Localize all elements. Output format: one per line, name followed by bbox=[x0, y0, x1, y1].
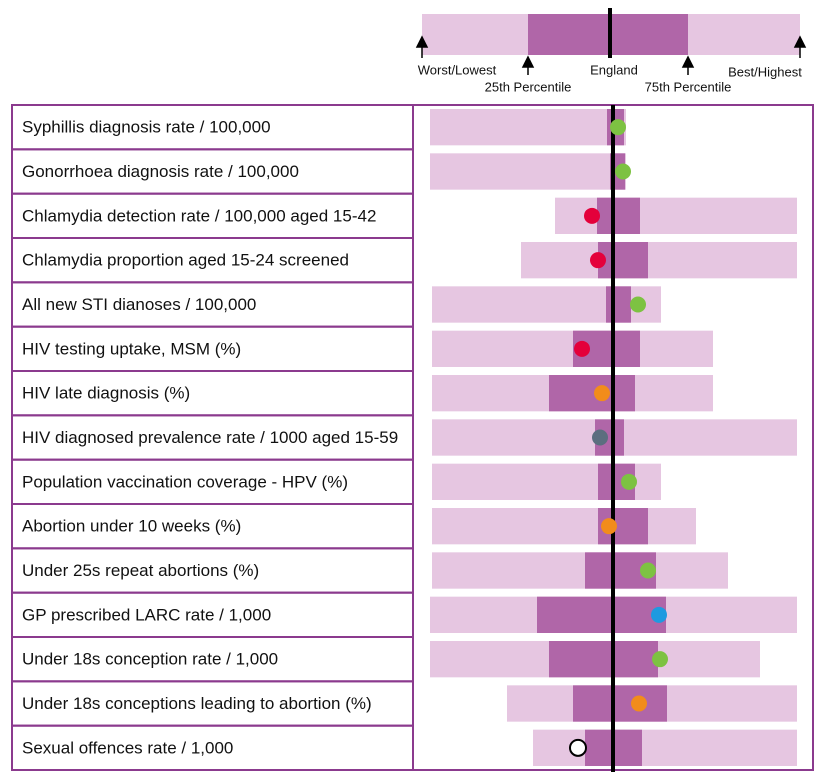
range-bar bbox=[521, 242, 797, 279]
local-value bbox=[610, 119, 626, 136]
local-value bbox=[630, 296, 646, 313]
legend-england-line bbox=[608, 8, 612, 58]
england-line bbox=[611, 105, 615, 772]
local-value bbox=[601, 518, 617, 535]
range-bar bbox=[432, 508, 696, 545]
legend-q75: 75th Percentile bbox=[645, 79, 732, 94]
bars bbox=[430, 109, 797, 766]
row-label: Chlamydia proportion aged 15-24 screened bbox=[22, 251, 349, 270]
row-label: Under 25s repeat abortions (%) bbox=[22, 561, 259, 580]
row-label: HIV testing uptake, MSM (%) bbox=[22, 339, 241, 358]
iqr-bar bbox=[573, 685, 667, 722]
iqr-bar bbox=[537, 596, 666, 633]
local-value bbox=[592, 429, 608, 446]
local-value bbox=[621, 473, 637, 490]
row-label: Under 18s conceptions leading to abortio… bbox=[22, 694, 372, 713]
row-label: HIV diagnosed prevalence rate / 1000 age… bbox=[22, 428, 398, 447]
range-bar bbox=[430, 153, 626, 190]
legend-q25: 25th Percentile bbox=[485, 79, 572, 94]
iqr-bar bbox=[597, 197, 640, 234]
legend-arrows bbox=[415, 35, 807, 75]
legend: Worst/Lowest 25th Percentile England 75t… bbox=[415, 8, 807, 94]
local-value bbox=[640, 562, 656, 579]
local-value bbox=[651, 606, 667, 623]
row-label: Population vaccination coverage - HPV (%… bbox=[22, 472, 348, 491]
row-label: All new STI dianoses / 100,000 bbox=[22, 295, 256, 314]
row-label: Syphillis diagnosis rate / 100,000 bbox=[22, 118, 271, 137]
legend-best: Best/Highest bbox=[728, 64, 802, 79]
iqr-bar bbox=[606, 286, 631, 323]
row-label: Under 18s conception rate / 1,000 bbox=[22, 650, 278, 669]
row-label: Abortion under 10 weeks (%) bbox=[22, 517, 241, 536]
iqr-bar bbox=[598, 242, 648, 279]
range-bar bbox=[432, 330, 713, 367]
row-label: Sexual offences rate / 1,000 bbox=[22, 738, 233, 757]
local-value bbox=[574, 340, 590, 357]
local-value bbox=[652, 651, 668, 668]
legend-england: England bbox=[590, 62, 638, 77]
row-label: HIV late diagnosis (%) bbox=[22, 384, 190, 403]
local-value bbox=[631, 695, 647, 712]
local-value bbox=[615, 163, 631, 180]
legend-worst: Worst/Lowest bbox=[418, 62, 497, 77]
range-bar bbox=[432, 552, 728, 589]
row-label: Gonorrhoea diagnosis rate / 100,000 bbox=[22, 162, 299, 181]
row-label: GP prescribed LARC rate / 1,000 bbox=[22, 605, 271, 624]
local-value bbox=[594, 385, 610, 402]
local-value bbox=[569, 738, 587, 757]
row-label: Chlamydia detection rate / 100,000 aged … bbox=[22, 206, 376, 225]
local-value bbox=[590, 252, 606, 269]
iqr-bar bbox=[549, 641, 658, 678]
local-value bbox=[584, 207, 600, 224]
range-bar bbox=[430, 109, 626, 146]
iqr-bar bbox=[549, 375, 635, 412]
